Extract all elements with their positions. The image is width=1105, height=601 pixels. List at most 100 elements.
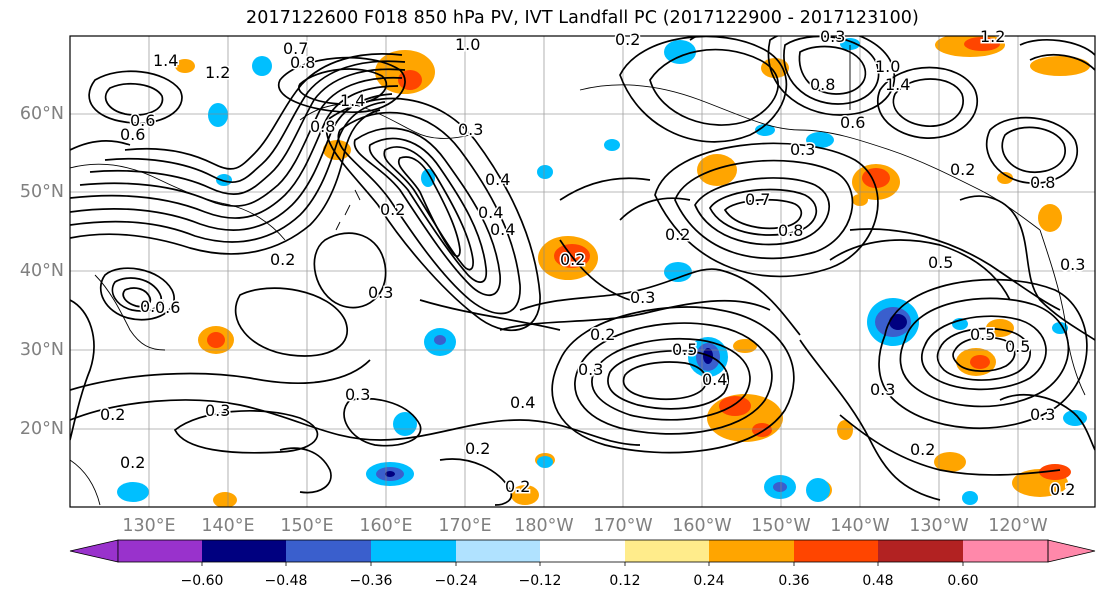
lat-label: 60°N [19, 104, 64, 124]
colorbar-tick-label: 0.60 [947, 573, 979, 589]
contour-label: 0.8 [290, 53, 315, 72]
lat-label: 50°N [19, 182, 64, 202]
contour-label: 0.3 [1060, 255, 1085, 274]
lat-label: 30°N [19, 340, 64, 360]
lon-label: 160°W [672, 516, 732, 536]
contour-label: 0.4 [510, 393, 535, 412]
lon-label: 130°E [122, 516, 176, 536]
contour-label: 0.6 [155, 298, 180, 317]
contour-label: 0.2 [270, 250, 295, 269]
contour-label: 0.6 [130, 111, 155, 130]
contour-label: 1.4 [340, 91, 365, 110]
contour-label: 0.4 [478, 203, 503, 222]
contour-label: 0.3 [630, 288, 655, 307]
contour-label: 0.6 [140, 297, 165, 316]
contour-label: 0.7 [745, 190, 770, 209]
contour-label: 0.2 [380, 200, 405, 219]
contour-label: 1.0 [455, 35, 480, 54]
contour-label: 0.2 [910, 440, 935, 459]
colorbar-tick-label: −0.60 [180, 573, 224, 589]
contour-label: 0.2 [100, 405, 125, 424]
contour-label: 0.2 [1050, 480, 1075, 499]
pv-contours [70, 36, 1095, 506]
lon-label: 160°E [359, 516, 413, 536]
colorbar-frame [117, 539, 1049, 563]
contour-label: 0.5 [672, 340, 697, 359]
contour-label: 0.5 [1005, 337, 1030, 356]
colorbar-cell [963, 540, 1048, 562]
contour-label: 0.6 [840, 113, 865, 132]
contour-labels: 0.70.81.01.41.20.6 0.81.40.30.40.20.30.20… [99, 26, 1087, 501]
contour-label: 0.2 [505, 477, 530, 496]
lat-label: 40°N [19, 261, 64, 281]
colorbar-cell [456, 540, 540, 562]
lon-label: 140°E [201, 516, 255, 536]
shaded-field [117, 36, 1090, 507]
contour-label: 1.4 [153, 51, 178, 70]
positive-anomaly [175, 36, 1090, 507]
colorbar-cell [709, 540, 794, 562]
colorbar-tick-label: −0.12 [518, 573, 562, 589]
contour-label: 0.8 [310, 117, 335, 136]
contour-label: 0.2 [615, 30, 640, 49]
contour-label: 0.3 [458, 120, 483, 139]
contour-label: 0.2 [465, 439, 490, 458]
colorbar-cell [202, 540, 286, 562]
contour-label: 1.2 [205, 63, 230, 82]
contour-label: 0.8 [778, 221, 803, 240]
contour-label: 1.0 [875, 57, 900, 76]
colorbar [69, 539, 1096, 566]
contour-label: 0.2 [950, 160, 975, 179]
graticule [70, 36, 1095, 507]
colorbar-cell [794, 540, 878, 562]
colorbar-extend-min [69, 539, 119, 563]
contour-label: 0.2 [120, 453, 145, 472]
colorbar-tick-label: −0.48 [264, 573, 308, 589]
lon-label: 180°W [514, 516, 574, 536]
contour-label: 0.3 [578, 360, 603, 379]
colorbar-cell [118, 540, 202, 562]
lon-label: 130°W [909, 516, 969, 536]
contour-label: 0.2 [590, 325, 615, 344]
map-title: 2017122600 F018 850 hPa PV, IVT Landfall… [246, 8, 919, 28]
colorbar-tick-label: −0.24 [434, 573, 478, 589]
lat-label: 20°N [19, 419, 64, 439]
contour-label: 1.4 [885, 75, 910, 94]
contour-label: 0.8 [1030, 173, 1055, 192]
contour-label: 0.4 [485, 170, 510, 189]
colorbar-cell [371, 540, 456, 562]
contour-label: 1.2 [980, 27, 1005, 46]
contour-label: 0.3 [205, 401, 230, 420]
contour-label: 0.5 [928, 253, 953, 272]
contour-label: 0.4 [490, 220, 515, 239]
colorbar-tick-label: 0.48 [862, 573, 894, 589]
contour-label: 0.3 [368, 283, 393, 302]
lon-label: 170°E [438, 516, 492, 536]
colorbar-tick-label: 0.36 [778, 573, 810, 589]
colorbar-tick-label: 0.24 [693, 573, 725, 589]
lon-label: 120°W [988, 516, 1048, 536]
contour-label: 0.3 [790, 140, 815, 159]
lon-label: 150°E [280, 516, 334, 536]
map-frame [69, 35, 1096, 508]
contour-label: 0.8 [810, 75, 835, 94]
contour-label: 0.3 [820, 27, 845, 46]
colorbar-cell [878, 540, 963, 562]
lon-label: 150°W [751, 516, 811, 536]
contour-label: 0.7 [283, 39, 308, 58]
colorbar-cell [625, 540, 709, 562]
coastlines [70, 45, 1086, 506]
contour-label: 0.5 [970, 325, 995, 344]
contour-label: 0.3 [1030, 405, 1055, 424]
contour-label: 0.2 [665, 225, 690, 244]
contour-label: 0.3 [345, 385, 370, 404]
contour-label: 0.3 [870, 380, 895, 399]
colorbar-tick-label: −0.36 [349, 573, 393, 589]
colorbar-cell [286, 540, 371, 562]
colorbar-extend-max [1047, 539, 1096, 563]
colorbar-cell [540, 540, 625, 562]
lon-label: 140°W [830, 516, 890, 536]
contour-label: 0.4 [702, 370, 727, 389]
